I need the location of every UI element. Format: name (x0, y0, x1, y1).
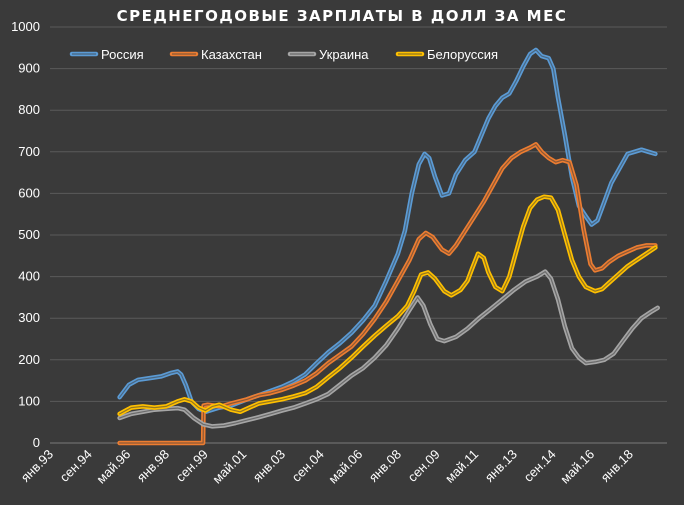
gridlines (50, 26, 667, 444)
y-tick-label: 100 (18, 393, 40, 408)
y-tick-label: 1000 (11, 19, 40, 34)
y-tick-label: 600 (18, 185, 40, 200)
legend: Россия Казахстан Украина Белоруссия (69, 47, 498, 62)
series-3 (117, 194, 658, 417)
y-tick-label: 300 (18, 310, 40, 325)
legend-label: Казахстан (201, 47, 262, 62)
y-tick-label: 200 (18, 352, 40, 367)
y-axis-ticks: 0 100 200 300 400 500 600 700 800 900 1000 (11, 19, 40, 450)
y-tick-label: 800 (18, 102, 40, 117)
chart-title: СРЕДНЕГОДОВЫЕ ЗАРПЛАТЫ В ДОЛЛ ЗА МЕС (117, 7, 568, 25)
series-line-inner (119, 143, 656, 444)
series-line-inner (119, 196, 656, 415)
series-lines (117, 47, 660, 446)
series-2 (117, 269, 660, 429)
y-tick-label: 900 (18, 61, 40, 76)
series-line-inner (119, 271, 659, 427)
y-tick-label: 400 (18, 269, 40, 284)
legend-label: Белоруссия (427, 47, 498, 62)
legend-label: Украина (319, 47, 369, 62)
y-tick-label: 700 (18, 144, 40, 159)
legend-label: Россия (101, 47, 144, 62)
y-tick-label: 500 (18, 227, 40, 242)
y-tick-label: 0 (33, 435, 40, 450)
series-1 (117, 142, 658, 446)
